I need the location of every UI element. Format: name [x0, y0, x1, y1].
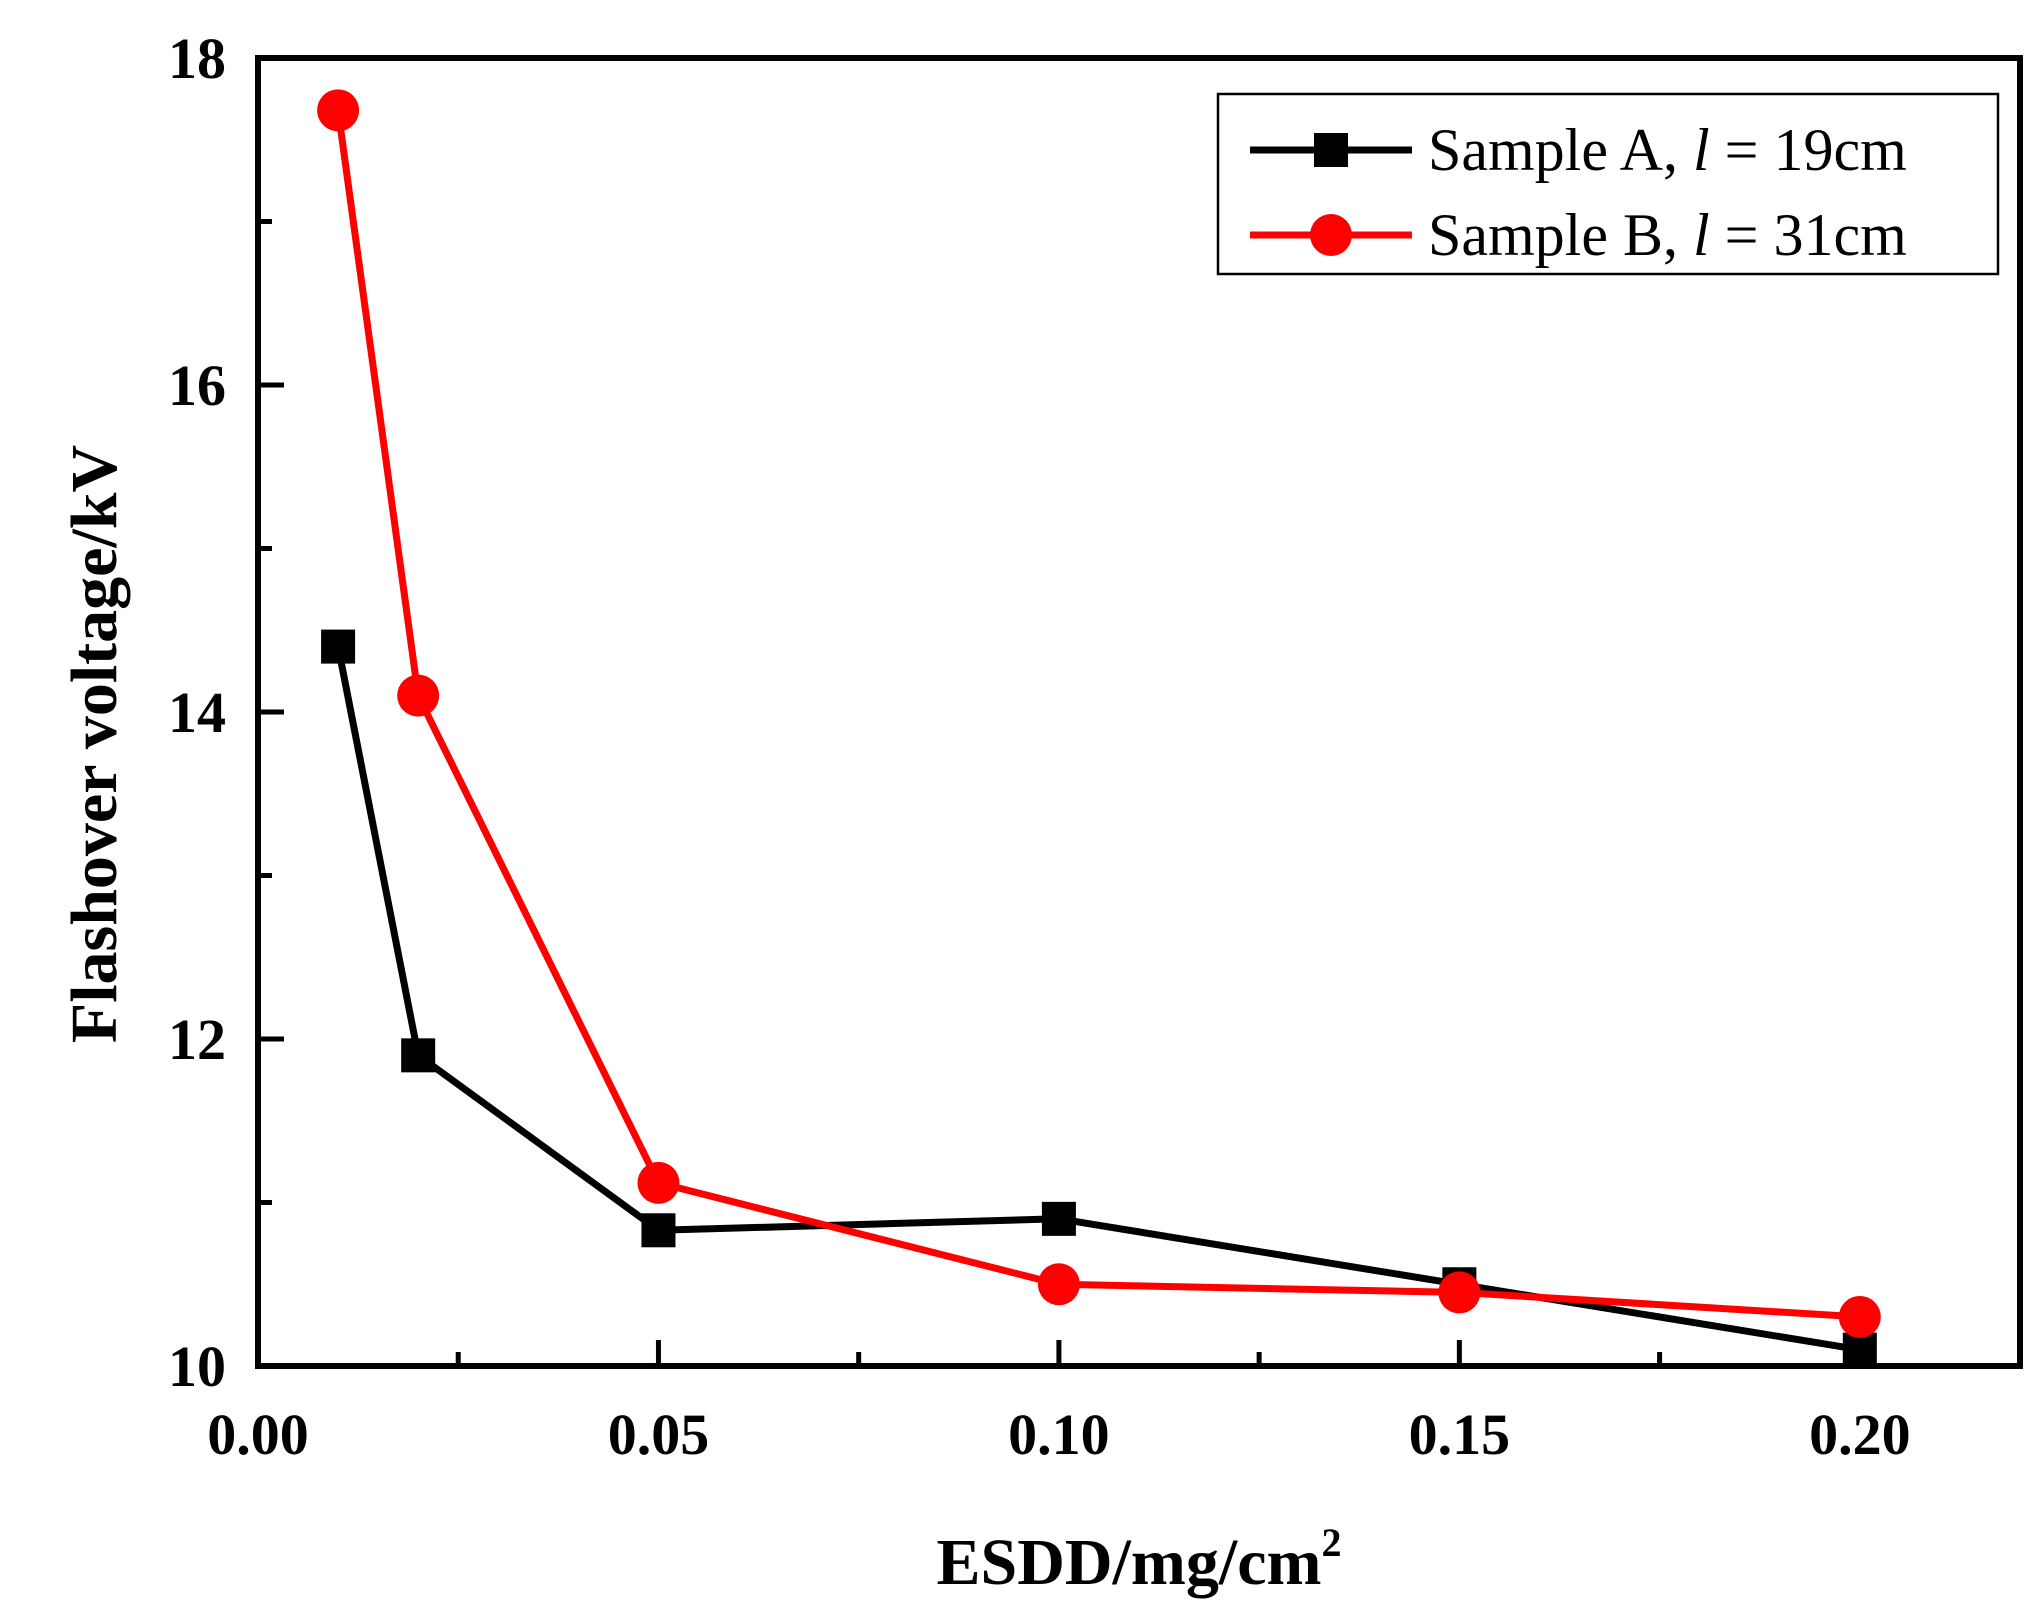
data-point-circle — [317, 89, 360, 132]
legend-label: Sample A, l = 19cm — [1428, 117, 1907, 183]
data-point-square — [1041, 1201, 1076, 1236]
legend-label-suffix: = 19cm — [1710, 117, 1907, 183]
data-point-circle — [1438, 1271, 1481, 1314]
legend-marker-circle — [1310, 214, 1352, 256]
legend-entry-2: Sample B, l = 31cm — [1250, 202, 1907, 268]
legend-label-italic: l — [1693, 117, 1710, 183]
data-point-square — [641, 1213, 676, 1248]
x-tick-label: 0.15 — [1409, 1402, 1511, 1467]
legend-entry-1: Sample A, l = 19cm — [1250, 117, 1907, 183]
y-tick-label: 16 — [168, 353, 226, 418]
y-axis: 10 12 14 16 18 — [168, 26, 284, 1399]
legend-marker-square — [1314, 133, 1348, 167]
x-axis-title-text: ESDD/mg/cm — [937, 1526, 1322, 1599]
y-tick-label: 18 — [168, 26, 226, 91]
x-tick-label: 0.00 — [207, 1402, 309, 1467]
legend-label-prefix: Sample B, — [1428, 202, 1693, 268]
legend-label-prefix: Sample A, — [1428, 117, 1693, 183]
y-axis-title: Flashover voltage/kV — [58, 445, 131, 1043]
y-tick-label: 14 — [168, 680, 226, 745]
x-axis-title: ESDD/mg/cm2 — [937, 1520, 1342, 1599]
series-1 — [321, 629, 1877, 1367]
x-axis-title-superscript: 2 — [1321, 1520, 1341, 1565]
data-point-circle — [637, 1161, 680, 1204]
legend-label-italic: l — [1693, 202, 1710, 268]
y-tick-label: 12 — [168, 1007, 226, 1072]
data-point-circle — [1037, 1263, 1080, 1306]
data-point-square — [401, 1038, 436, 1073]
data-point-circle — [1838, 1295, 1881, 1338]
series-line — [334, 109, 1861, 1321]
legend-label: Sample B, l = 31cm — [1428, 202, 1907, 268]
x-tick-label: 0.10 — [1008, 1402, 1110, 1467]
legend-label-suffix: = 31cm — [1710, 202, 1907, 268]
legend: Sample A, l = 19cm Sample B, l = 31cm — [1216, 92, 2000, 276]
x-tick-label: 0.05 — [608, 1402, 710, 1467]
y-tick-label: 10 — [168, 1334, 226, 1399]
x-axis: 0.00 0.05 0.10 0.15 0.20 — [207, 1340, 1911, 1467]
series-2 — [317, 89, 1881, 1338]
x-tick-label: 0.20 — [1809, 1402, 1911, 1467]
data-point-square — [321, 629, 356, 664]
data-point-circle — [397, 674, 440, 717]
series-layer — [317, 89, 1881, 1367]
